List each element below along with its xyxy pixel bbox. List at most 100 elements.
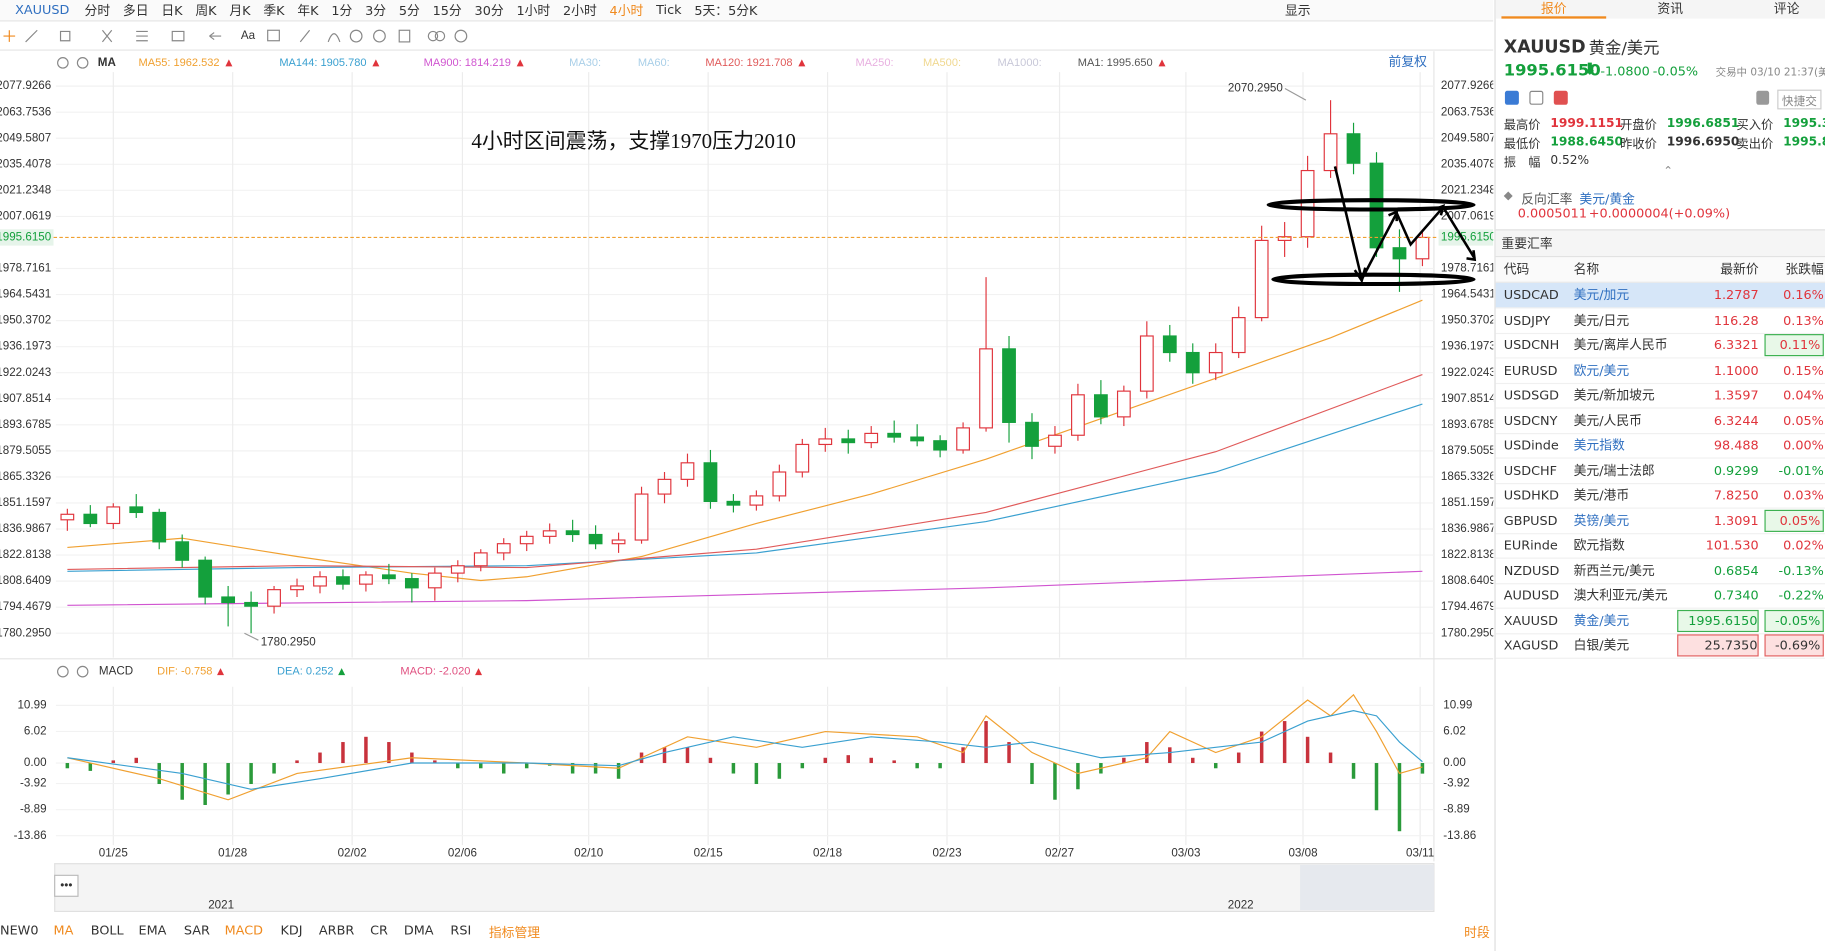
period-button[interactable]: Tick [656, 2, 682, 18]
legend-entry[interactable]: MA60: [638, 57, 670, 69]
indicator-tab[interactable]: CR [370, 923, 388, 939]
y-tick-label: -13.86 [1443, 829, 1476, 842]
candle-body [290, 585, 304, 591]
panel-tab[interactable]: 报价 [1501, 0, 1607, 19]
period-button[interactable]: 15分 [432, 2, 462, 19]
rate-row[interactable]: XAGUSD 白银/美元 25.7350 -0.69% [1495, 633, 1825, 659]
candle-body [1071, 394, 1085, 436]
rate-row[interactable]: USDCAD 美元/加元 1.2787 0.16% [1495, 282, 1825, 309]
icon[interactable] [1553, 90, 1568, 105]
legend-entry[interactable]: MA55: 1962.532 [139, 57, 220, 69]
column-header[interactable]: 名称 [1573, 261, 1600, 278]
rate-row[interactable]: USDHKD 美元/港币 7.8250 0.03% [1495, 483, 1825, 509]
period-button[interactable]: 日K [161, 2, 183, 19]
indicator-tab[interactable]: KDJ [280, 923, 303, 939]
legend-entry[interactable]: MA900: 1814.219 [424, 57, 511, 69]
panel-tab[interactable]: 资讯 [1657, 1, 1683, 17]
indicator-tab[interactable]: DMA [403, 923, 434, 939]
period-button[interactable]: 30分 [474, 2, 504, 19]
indicator-tab[interactable]: MACD [224, 923, 264, 939]
drawing-tools[interactable] [3, 29, 468, 43]
rate-row[interactable]: USDCNH 美元/离岸人民币 6.3321 0.11% [1495, 333, 1825, 359]
period-button[interactable]: 月K [229, 2, 251, 19]
indicator-tab[interactable]: BOLL [90, 923, 124, 939]
settings-icon[interactable] [57, 57, 69, 69]
rate-row[interactable]: USDinde 美元指数 98.488 0.00% [1495, 433, 1825, 459]
macd-bar [524, 763, 529, 769]
text-tool[interactable]: Aa [241, 29, 256, 42]
session-button[interactable]: 时段 [1464, 925, 1490, 941]
symbol-button[interactable]: XAUUSD [15, 2, 70, 18]
period-button[interactable]: 1小时 [516, 2, 551, 19]
candle-body [60, 513, 75, 521]
legend-entry[interactable]: MA500: [923, 57, 961, 69]
legend-entry[interactable]: MA1: 1995.650 [1078, 57, 1153, 69]
candle-body [129, 506, 144, 514]
period-button[interactable]: 4小时 [609, 2, 644, 19]
period-button[interactable]: 分时 [84, 2, 111, 19]
rate-row[interactable]: USDCHF 美元/瑞士法郎 0.9299 -0.01% [1495, 458, 1825, 484]
icon[interactable] [1529, 90, 1544, 105]
indicator-tab[interactable]: EMA [138, 923, 167, 939]
rate-change: -0.13% [1778, 562, 1824, 578]
macd-bar [800, 763, 805, 769]
last-price-box [1438, 229, 1494, 246]
indicator-tab[interactable]: SAR [183, 923, 210, 939]
period-button[interactable]: 5分 [398, 2, 420, 19]
period-button[interactable]: 2小时 [563, 2, 597, 19]
rate-row[interactable]: GBPUSD 英镑/美元 1.3091 0.05% [1495, 508, 1825, 534]
quote-panel: 报价 资讯 评论 XAUUSD 黄金/美元 1995.6150 ⬇ -1.080… [1494, 0, 1825, 951]
column-header[interactable]: 最新价 [1720, 261, 1759, 278]
indicator-tab[interactable]: MA [53, 923, 74, 939]
period-button[interactable]: 周K [195, 2, 217, 19]
close-icon[interactable] [76, 57, 89, 69]
macd-bar [203, 763, 207, 805]
icon[interactable] [1504, 90, 1519, 105]
column-header[interactable]: 代码 [1503, 261, 1530, 278]
trend-triangle [372, 59, 380, 67]
period-button[interactable]: 5天：5分K [694, 2, 758, 19]
close-icon[interactable] [76, 665, 89, 678]
stat-label: 卖出价 [1736, 137, 1774, 152]
bell-icon[interactable] [1756, 90, 1770, 105]
rate-price: 7.8250 [1713, 487, 1759, 503]
rate-row[interactable]: EURUSD 欧元/美元 1.1000 0.15% [1495, 358, 1825, 384]
period-button[interactable]: 季K [263, 2, 285, 19]
legend-entry[interactable]: MA144: 1905.780 [279, 57, 366, 69]
period-button[interactable]: 年K [297, 2, 319, 19]
display-menu[interactable]: 显示 [1284, 3, 1311, 19]
rate-row[interactable]: EURinde 欧元指数 101.530 0.02% [1495, 533, 1825, 559]
navigator-window[interactable] [1300, 864, 1434, 911]
rate-row[interactable]: NZDUSD 新西兰元/美元 0.6854 -0.13% [1495, 558, 1825, 584]
reverse-pair[interactable]: 美元/黄金 [1579, 192, 1635, 208]
period-button[interactable]: 3分 [365, 2, 387, 19]
navigator-handle[interactable] [54, 874, 79, 897]
panel-tab[interactable]: 评论 [1773, 1, 1800, 17]
candle-body [221, 596, 236, 604]
indicator-tab[interactable]: RSI [450, 923, 472, 939]
column-header[interactable]: 张跌幅 [1785, 261, 1824, 278]
rate-row[interactable]: USDSGD 美元/新加坡元 1.3597 0.04% [1495, 383, 1825, 409]
rate-row[interactable]: XAUUSD 黄金/美元 1995.6150 -0.05% [1495, 608, 1825, 634]
period-button[interactable]: 1分 [331, 2, 353, 19]
indicator-tab[interactable]: ARBR [318, 923, 355, 939]
rate-row[interactable]: USDCNY 美元/人民币 6.3244 0.05% [1495, 408, 1825, 434]
rate-row[interactable]: AUDUSD 澳大利亚元/美元 0.7340 -0.22% [1495, 583, 1825, 609]
collapse[interactable]: ⌃ [1663, 165, 1673, 179]
candle-body [404, 578, 419, 589]
settings-icon[interactable] [57, 665, 69, 678]
rate-name: 美元/加元 [1573, 287, 1630, 303]
indicator-tab[interactable]: NEW0 [0, 923, 39, 939]
rate-row[interactable]: USDJPY 美元/日元 116.28 0.13% [1495, 308, 1825, 334]
ma-line [67, 403, 1423, 572]
navigator[interactable] [54, 863, 1435, 912]
legend-entry[interactable]: MA30: [569, 57, 601, 69]
y-tick-label: 1851.1597 [0, 496, 51, 509]
navigator-handle-dots: ••• [60, 879, 72, 892]
legend-entry[interactable]: MA120: 1921.708 [705, 57, 792, 69]
indicator-tab[interactable]: 指标管理 [488, 925, 541, 941]
period-button[interactable]: 多日 [122, 2, 149, 19]
legend-entry[interactable]: MA1000: [997, 57, 1041, 69]
legend-entry[interactable]: MA250: [855, 57, 893, 69]
quick-trade[interactable]: 快捷交 [1777, 89, 1822, 110]
